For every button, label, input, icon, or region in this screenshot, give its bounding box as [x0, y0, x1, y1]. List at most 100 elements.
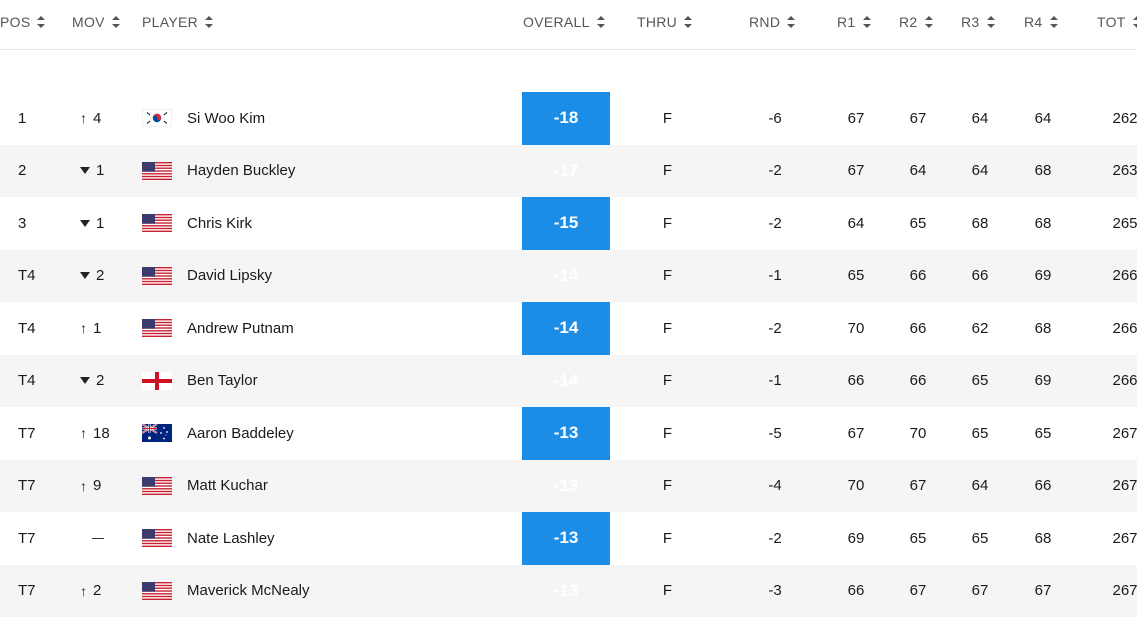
r4-cell: 65 [1020, 407, 1066, 460]
r3-cell: 62 [957, 302, 1003, 355]
triangle-down-icon [80, 272, 90, 279]
player-name[interactable]: Ben Taylor [187, 355, 258, 408]
sort-r2-header[interactable]: R2 [899, 14, 933, 30]
position-cell: T7 [18, 460, 36, 513]
r1-cell: 67 [833, 407, 879, 460]
movement-value: 2 [93, 582, 101, 599]
r3-cell: 68 [957, 197, 1003, 250]
thru-cell: F [640, 250, 695, 303]
r3-cell: 64 [957, 460, 1003, 513]
sort-overall-header[interactable]: OVERALL [523, 14, 605, 30]
r4-cell: 67 [1020, 565, 1066, 617]
position-cell: 1 [18, 92, 26, 145]
thru-cell: F [640, 565, 695, 617]
r4-cell: 69 [1020, 250, 1066, 303]
r1-cell: 67 [833, 92, 879, 145]
sort-r4-header[interactable]: R4 [1024, 14, 1058, 30]
r3-cell: 66 [957, 250, 1003, 303]
round-score-cell: -2 [750, 145, 800, 198]
r2-cell: 66 [895, 302, 941, 355]
r4-cell: 64 [1020, 92, 1066, 145]
thru-cell: F [640, 355, 695, 408]
player-name[interactable]: Nate Lashley [187, 512, 275, 565]
overall-score: -15 [522, 197, 610, 250]
no-change-dash-icon [92, 538, 104, 539]
thru-cell: F [640, 460, 695, 513]
header-label: OVERALL [523, 14, 590, 30]
overall-score: -14 [522, 302, 610, 355]
header-label: R2 [899, 14, 918, 30]
header-label: R4 [1024, 14, 1043, 30]
header-label: POS [0, 14, 30, 30]
triangle-down-icon [80, 377, 90, 384]
arrow-up-icon: ↑ [80, 478, 87, 494]
player-name[interactable]: Si Woo Kim [187, 92, 265, 145]
r1-cell: 70 [833, 460, 879, 513]
player-name[interactable]: David Lipsky [187, 250, 272, 303]
arrow-up-icon: ↑ [80, 320, 87, 336]
header-label: TOT [1097, 14, 1126, 30]
r2-cell: 70 [895, 407, 941, 460]
sort-mov-header[interactable]: MOV [72, 14, 120, 30]
r2-cell: 67 [895, 92, 941, 145]
player-name[interactable]: Matt Kuchar [187, 460, 268, 513]
movement-value: 2 [96, 372, 104, 389]
r3-cell: 64 [957, 92, 1003, 145]
movement-cell: ↑18 [80, 407, 120, 460]
r2-cell: 65 [895, 512, 941, 565]
movement-cell: ↑1 [80, 302, 120, 355]
r1-cell: 70 [833, 302, 879, 355]
sort-tot-header[interactable]: TOT [1097, 14, 1137, 30]
sort-player-header[interactable]: PLAYER [142, 14, 213, 30]
korea-flag-icon [142, 109, 172, 127]
arrow-up-icon: ↑ [80, 110, 87, 126]
sort-pos-header[interactable]: POS [0, 14, 45, 30]
australia-flag-icon [142, 424, 172, 442]
sort-icon [205, 16, 213, 28]
usa-flag-icon [142, 582, 172, 600]
usa-flag-icon [142, 529, 172, 547]
overall-score: -13 [522, 460, 610, 513]
sort-r1-header[interactable]: R1 [837, 14, 871, 30]
movement-cell: 2 [80, 250, 120, 303]
sort-r3-header[interactable]: R3 [961, 14, 995, 30]
sort-rnd-header[interactable]: RND [749, 14, 795, 30]
position-cell: T7 [18, 565, 36, 617]
header-label: THRU [637, 14, 677, 30]
player-name[interactable]: Andrew Putnam [187, 302, 294, 355]
player-name[interactable]: Aaron Baddeley [187, 407, 294, 460]
r3-cell: 65 [957, 512, 1003, 565]
r3-cell: 65 [957, 407, 1003, 460]
sort-icon [684, 16, 692, 28]
player-name[interactable]: Maverick McNealy [187, 565, 310, 617]
thru-cell: F [640, 197, 695, 250]
sort-icon [1133, 16, 1137, 28]
sort-thru-header[interactable]: THRU [637, 14, 692, 30]
thru-cell: F [640, 512, 695, 565]
overall-score: -13 [522, 512, 610, 565]
usa-flag-icon [142, 267, 172, 285]
player-name[interactable]: Chris Kirk [187, 197, 252, 250]
position-cell: T7 [18, 407, 36, 460]
thru-cell: F [640, 302, 695, 355]
player-name[interactable]: Hayden Buckley [187, 145, 295, 198]
movement-cell [80, 512, 120, 565]
movement-value: 18 [93, 425, 110, 442]
total-cell: 262 [1100, 92, 1137, 145]
round-score-cell: -1 [750, 250, 800, 303]
sort-icon [112, 16, 120, 28]
position-cell: 3 [18, 197, 26, 250]
overall-score: -13 [522, 407, 610, 460]
round-score-cell: -4 [750, 460, 800, 513]
position-cell: T4 [18, 355, 36, 408]
